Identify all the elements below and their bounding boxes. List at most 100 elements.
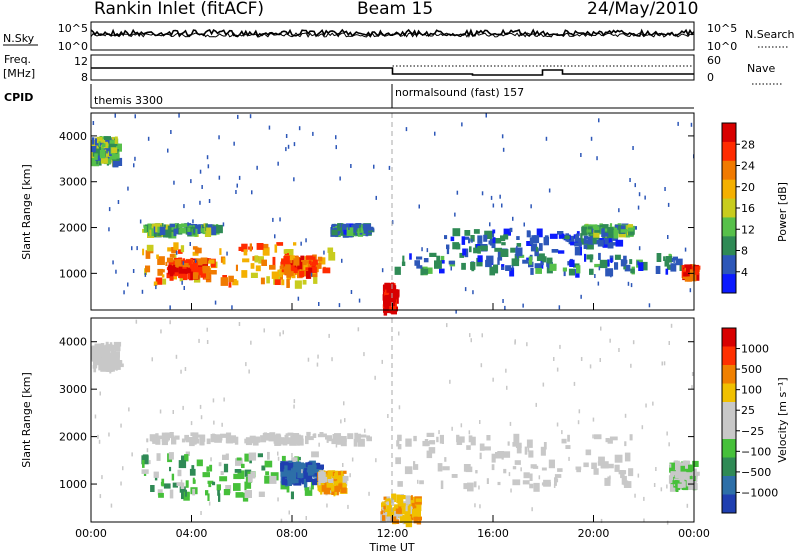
data-cell [561, 438, 567, 444]
data-cell [308, 436, 314, 441]
speckle-cell [490, 195, 493, 200]
data-cell [655, 265, 661, 274]
speckle-cell [492, 377, 494, 382]
data-cell [413, 508, 421, 517]
data-cell [318, 482, 322, 491]
data-cell [244, 481, 247, 491]
data-cell [593, 239, 601, 245]
data-cell [562, 235, 570, 240]
data-cell [228, 275, 234, 283]
data-cell [332, 436, 338, 444]
data-cell [516, 236, 520, 240]
data-cell [171, 436, 177, 445]
nsearch-trace [90, 32, 695, 38]
data-cell [686, 468, 691, 472]
data-cell [108, 143, 117, 151]
speckle-cell [598, 266, 601, 271]
data-cell [497, 481, 501, 486]
speckle-cell [589, 364, 592, 369]
velocity-panel: 4000 3000 2000 1000 Slant Range [km] [20, 317, 700, 528]
data-cell [513, 433, 520, 443]
data-cell [382, 285, 389, 292]
data-cell [675, 258, 683, 266]
data-cell [384, 295, 391, 304]
data-cell [109, 342, 113, 346]
data-cell [293, 242, 297, 246]
data-cell [466, 445, 471, 450]
speckle-cell [373, 164, 375, 169]
speckle-cell [347, 504, 349, 509]
speckle-cell [526, 342, 528, 347]
data-cell [281, 461, 289, 470]
data-cell [184, 454, 189, 462]
data-cell [461, 236, 466, 245]
data-cell [317, 256, 323, 262]
data-cell [583, 244, 588, 249]
speckle-cell [288, 510, 290, 515]
data-cell [297, 462, 305, 472]
data-cell [314, 469, 322, 474]
speckle-cell [132, 269, 135, 273]
data-cell [171, 247, 177, 254]
data-cell [220, 277, 228, 286]
data-cell [598, 252, 601, 260]
data-cell [157, 489, 163, 496]
colorbar-tick-label: −500 [741, 466, 771, 479]
data-cell [473, 481, 477, 488]
date-label: 24/May/2010 [587, 0, 699, 19]
data-cell [677, 462, 685, 469]
speckle-cell [344, 418, 346, 423]
data-cell [143, 225, 147, 233]
data-cell [182, 263, 189, 268]
speckle-cell [291, 453, 293, 457]
data-cell [293, 258, 300, 266]
speckle-cell [342, 463, 344, 467]
speckle-cell [263, 328, 265, 333]
data-cell [526, 439, 533, 448]
data-cell [601, 228, 605, 238]
data-cell [318, 476, 326, 483]
colorbar-tick-label: 20 [741, 181, 755, 194]
data-cell [176, 482, 183, 487]
data-cell [187, 227, 191, 232]
data-cell [262, 433, 271, 441]
speckle-cell [556, 422, 559, 427]
speckle-cell [144, 272, 147, 277]
data-cell [628, 468, 634, 477]
data-cell [103, 136, 111, 140]
speckle-cell [200, 511, 202, 515]
speckle-cell [349, 473, 351, 478]
speckle-cell [480, 363, 483, 368]
speckle-cell [520, 467, 522, 472]
data-cell [179, 486, 186, 493]
data-cell [234, 436, 239, 445]
data-cell [304, 487, 310, 491]
speckle-cell [133, 163, 135, 168]
data-cell [289, 265, 294, 273]
speckle-cell [135, 319, 138, 324]
data-cell [386, 289, 395, 293]
data-cell [225, 435, 230, 444]
data-cell [548, 459, 555, 469]
data-cell [530, 243, 538, 252]
speckle-cell [368, 491, 370, 496]
data-cell [165, 261, 168, 266]
data-cell [280, 463, 284, 472]
speckle-cell [206, 340, 209, 344]
speckle-cell [689, 288, 692, 293]
speckle-cell [108, 432, 110, 437]
data-cell [459, 252, 464, 258]
colorbar-swatch [722, 236, 736, 256]
data-cell [486, 435, 491, 441]
power-colorbar: 28 24 20 16 12 8 4 [721, 122, 755, 294]
data-cell [141, 469, 149, 474]
data-cell [187, 268, 191, 273]
data-cell [166, 272, 171, 279]
data-cell [526, 241, 532, 246]
colorbar-tick-label: 500 [741, 363, 762, 376]
data-cell [262, 243, 269, 249]
data-cell [530, 268, 534, 275]
data-cell [280, 469, 288, 477]
data-cell [189, 271, 193, 281]
data-cell [593, 434, 602, 440]
